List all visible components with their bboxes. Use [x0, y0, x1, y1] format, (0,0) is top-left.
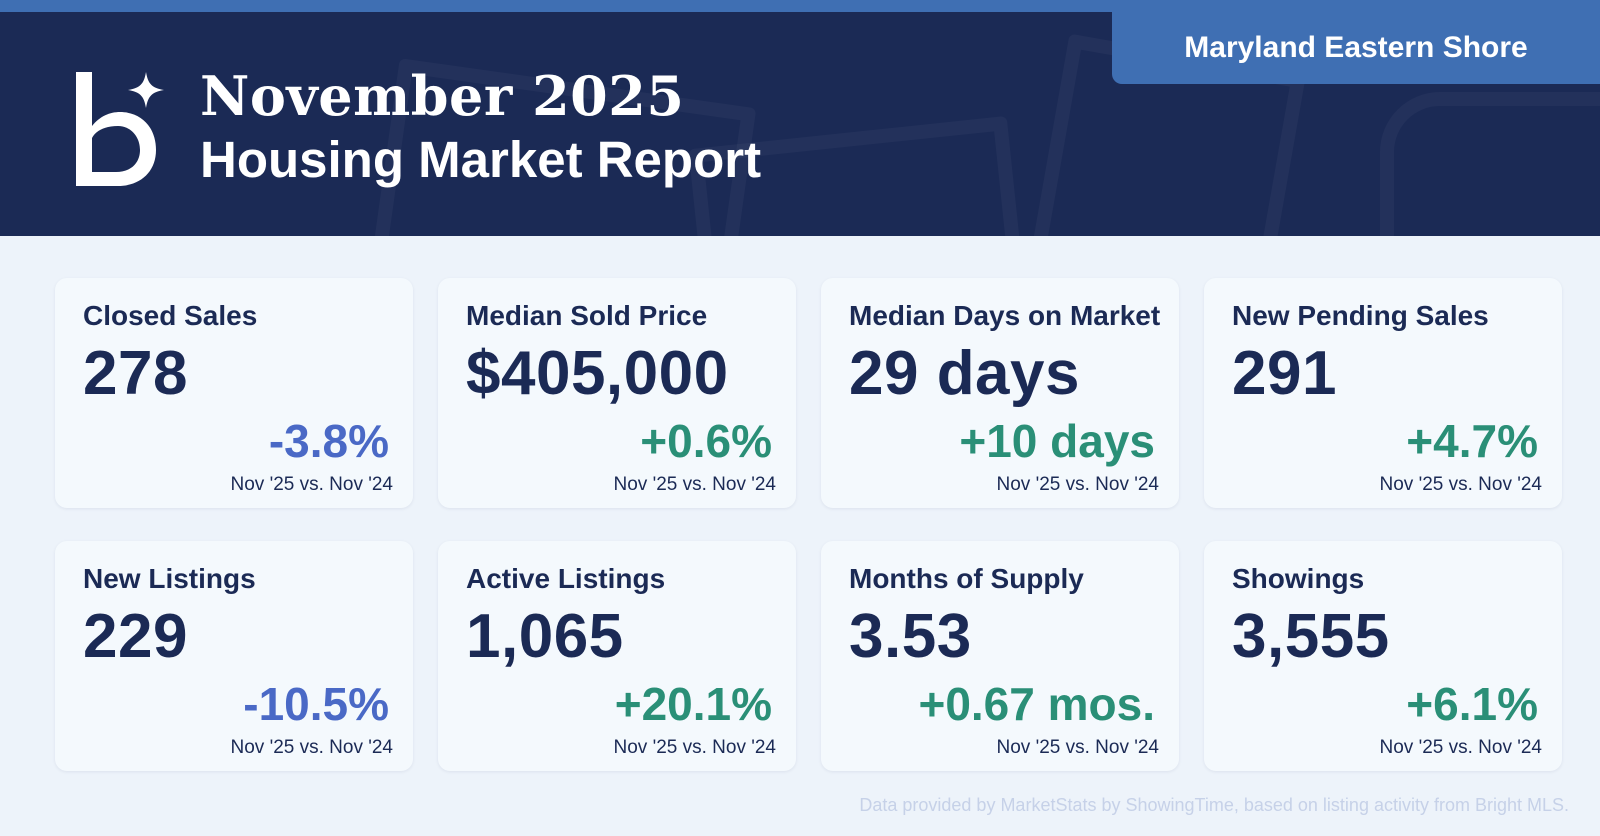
metric-card-median-days-on-market: Median Days on Market 29 days +10 days N… [821, 278, 1179, 508]
metric-value: 291 [1232, 339, 1337, 408]
metric-comparison-period: Nov '25 vs. Nov '24 [996, 474, 1160, 495]
metric-label: Active Listings [466, 563, 666, 594]
metric-change: +4.7% [1406, 415, 1538, 467]
metric-comparison-period: Nov '25 vs. Nov '24 [613, 737, 777, 758]
region-badge: Maryland Eastern Shore [1112, 12, 1600, 84]
metric-label: New Pending Sales [1232, 300, 1489, 331]
metric-label: Median Sold Price [466, 300, 708, 331]
metric-change: +20.1% [614, 678, 772, 730]
metrics-grid: Closed Sales 278 -3.8% Nov '25 vs. Nov '… [55, 278, 1563, 772]
metric-value: 1,065 [466, 602, 624, 671]
metric-card-median-sold-price: Median Sold Price $405,000 +0.6% Nov '25… [438, 278, 796, 508]
metric-card-showings: Showings 3,555 +6.1% Nov '25 vs. Nov '24 [1204, 541, 1562, 771]
metric-change: +10 days [959, 415, 1155, 467]
top-accent-stripe [0, 0, 1600, 12]
report-title-month: November 2025 [200, 64, 685, 128]
data-source-note: Data provided by MarketStats by ShowingT… [859, 795, 1569, 815]
metric-value: 278 [83, 339, 188, 408]
region-label: Maryland Eastern Shore [1184, 31, 1528, 64]
metric-card-new-listings: New Listings 229 -10.5% Nov '25 vs. Nov … [55, 541, 413, 771]
logo-icon [76, 72, 164, 186]
metric-label: Closed Sales [83, 300, 258, 331]
background-decoration [1380, 92, 1600, 236]
metric-comparison-period: Nov '25 vs. Nov '24 [1379, 737, 1543, 758]
metric-label: Showings [1232, 563, 1365, 594]
metric-label: Months of Supply [849, 563, 1084, 594]
report-title: Housing Market Report [200, 131, 762, 188]
metric-comparison-period: Nov '25 vs. Nov '24 [230, 737, 394, 758]
metric-value: $405,000 [466, 339, 729, 408]
metric-label: Median Days on Market [849, 300, 1161, 331]
metric-comparison-period: Nov '25 vs. Nov '24 [613, 474, 777, 495]
metric-card-months-of-supply: Months of Supply 3.53 +0.67 mos. Nov '25… [821, 541, 1179, 771]
metric-change: -10.5% [243, 678, 389, 730]
metric-card-active-listings: Active Listings 1,065 +20.1% Nov '25 vs.… [438, 541, 796, 771]
metric-value: 3,555 [1232, 602, 1390, 671]
metric-change: -3.8% [268, 415, 389, 467]
metric-change: +6.1% [1406, 678, 1538, 730]
metric-comparison-period: Nov '25 vs. Nov '24 [1379, 474, 1543, 495]
metric-change: +0.6% [640, 415, 772, 467]
metric-value: 3.53 [849, 602, 972, 671]
metric-change: +0.67 mos. [918, 678, 1155, 730]
metric-label: New Listings [83, 563, 256, 594]
metric-card-new-pending-sales: New Pending Sales 291 +4.7% Nov '25 vs. … [1204, 278, 1562, 508]
metric-comparison-period: Nov '25 vs. Nov '24 [996, 737, 1160, 758]
metric-value: 229 [83, 602, 188, 671]
metric-card-closed-sales: Closed Sales 278 -3.8% Nov '25 vs. Nov '… [55, 278, 413, 508]
metric-comparison-period: Nov '25 vs. Nov '24 [230, 474, 394, 495]
metric-value: 29 days [849, 339, 1081, 408]
